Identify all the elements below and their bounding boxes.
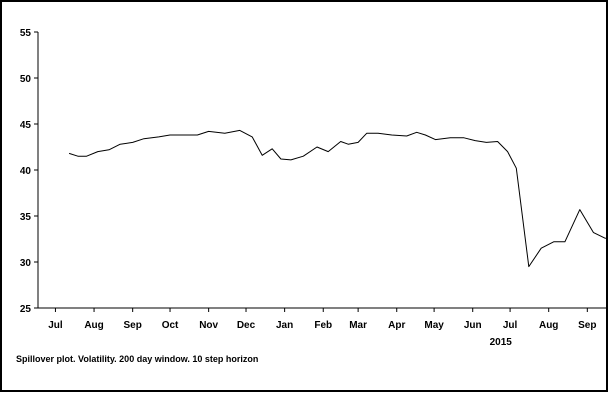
y-tick-label: 55 [20,28,32,39]
x-tick-label: Aug [539,320,558,331]
y-tick-label: 50 [20,74,32,85]
x-tick-label: May [424,320,444,331]
series-group [68,129,608,268]
x-tick-label: Aug [84,320,103,331]
x-tick-label: Sep [578,320,596,331]
x-tick-label: Apr [388,320,405,331]
series-line-1 [68,129,608,268]
y-tick-label: 35 [20,212,32,223]
x-tick-label: Jun [464,320,482,331]
x-tick-label: Jul [503,320,518,331]
x-tick-label: Oct [162,320,179,331]
x-year-label: 2015 [490,337,513,348]
y-tick-label: 40 [20,166,32,177]
x-tick-label: Jul [48,320,63,331]
x-tick-label: Dec [237,320,256,331]
chart-caption: Spillover plot. Volatility. 200 day wind… [16,354,259,364]
x-tick-label: Mar [349,320,367,331]
x-tick-label: Sep [123,320,141,331]
y-tick-label: 45 [20,120,32,131]
x-tick-label: Feb [314,320,332,331]
y-tick-label: 25 [20,304,32,315]
x-tick-label: Nov [199,320,218,331]
axes [37,32,606,309]
x-tick-label: Jan [276,320,293,331]
y-tick-label: 30 [20,258,32,269]
y-axis-ticks: 25 30 35 40 45 50 55 [20,28,38,315]
x-axis-ticks: Jul Aug Sep Oct Nov Dec Jan Feb Mar Apr May Jun Jul A… [48,308,596,348]
